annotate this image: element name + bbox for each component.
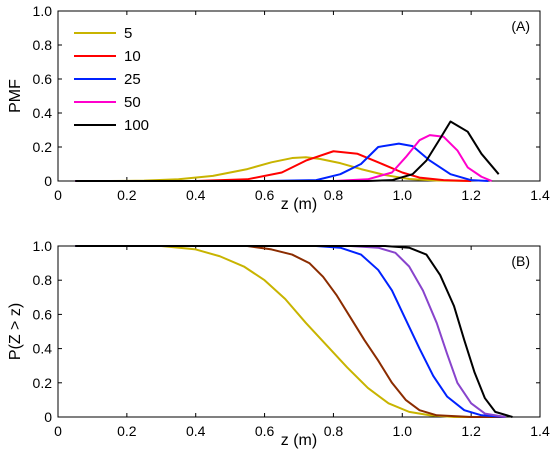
series-line-10 (75, 150, 472, 182)
y-tick-label: 0.8 (33, 272, 53, 288)
series-line-50 (75, 134, 493, 182)
chart-panel-b: 0 0.2 0.4 0.6 0.8 1.0 1.2 1.4 0 0.2 0.4 0.6 0.8 1.0 z … (7, 238, 550, 449)
x-tick-label: 1.4 (530, 187, 550, 203)
legend-label: 10 (124, 48, 141, 65)
y-tick-label: 0.6 (33, 306, 53, 322)
y-axis-title: PMF (7, 79, 24, 113)
series-line-100 (75, 120, 500, 182)
x-axis-title: z (m) (281, 196, 317, 213)
x-tick-label: 0.4 (186, 187, 206, 203)
y-tick-label: 0.2 (33, 139, 53, 155)
x-tick-label: 0.8 (324, 423, 344, 439)
x-tick-label: 1.4 (530, 423, 550, 439)
y-tick-label: 0.4 (33, 341, 53, 357)
legend-label: 5 (124, 25, 132, 42)
panel-label: (A) (511, 18, 530, 34)
series-line-2 (75, 245, 506, 418)
chart-panel-a: 0 0.2 0.4 0.6 0.8 1.0 1.2 1.4 0 0.2 0.4 0.6 0.8 1.0 z … (7, 3, 550, 213)
x-tick-label: 0.2 (117, 423, 137, 439)
x-tick-label: 0.8 (324, 187, 344, 203)
y-tick-label: 0 (44, 173, 52, 189)
y-tick-label: 1.0 (33, 3, 53, 19)
y-tick-label: 0 (44, 409, 52, 425)
series-line-5 (75, 245, 513, 418)
series-line-1 (75, 245, 506, 418)
y-tick-label: 0.4 (33, 105, 53, 121)
y-tick-label: 0.8 (33, 37, 53, 53)
legend-label: 50 (124, 94, 141, 111)
x-tick-label: 1.0 (393, 423, 413, 439)
y-tick-label: 0.2 (33, 375, 53, 391)
panel-label: (B) (511, 253, 530, 269)
x-tick-label: 1.2 (461, 423, 481, 439)
legend-label: 25 (124, 71, 141, 88)
x-tick-label: 0 (54, 187, 62, 203)
series-line-4 (75, 245, 506, 418)
series-line-25 (75, 142, 489, 182)
y-axis-title: P(Z > z) (7, 303, 24, 360)
x-tick-label: 1.2 (461, 187, 481, 203)
series-line-3 (75, 245, 506, 418)
x-axis-title: z (m) (281, 432, 317, 449)
x-tick-label: 0 (54, 423, 62, 439)
x-tick-label: 0.4 (186, 423, 206, 439)
x-tick-label: 1.0 (393, 187, 413, 203)
x-tick-label: 0.2 (117, 187, 137, 203)
plot-frame (57, 245, 541, 418)
x-tick-label: 0.6 (255, 187, 275, 203)
y-tick-label: 1.0 (33, 238, 53, 254)
legend-label: 100 (124, 117, 149, 134)
series-line-5 (75, 156, 472, 182)
y-tick-label: 0.6 (33, 71, 53, 87)
x-tick-label: 0.6 (255, 423, 275, 439)
